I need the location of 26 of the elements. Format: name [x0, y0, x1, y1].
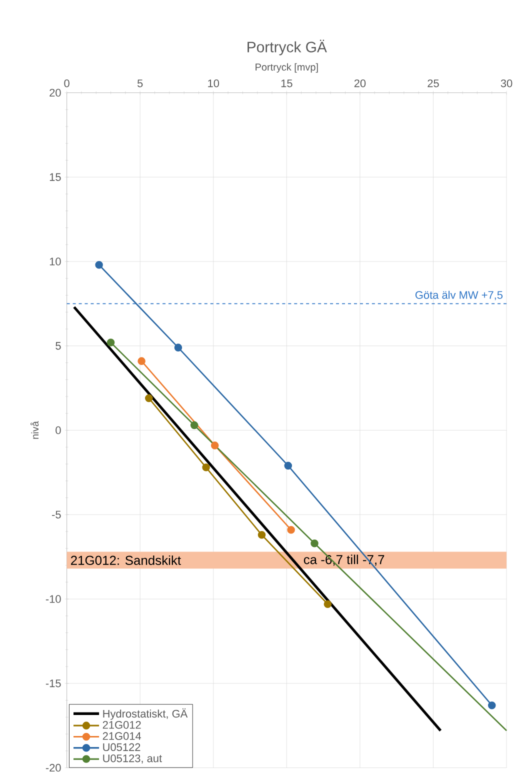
x-axis-title: Portryck [mvp] [256, 63, 318, 73]
y-tick-label: -5 [52, 510, 62, 518]
y-tick-label: 0 [56, 426, 62, 434]
legend-label: 21G012 [103, 721, 142, 729]
x-tick-label: 20 [354, 79, 366, 88]
y-tick-label: -15 [46, 680, 62, 688]
y-tick-label: 10 [50, 258, 62, 266]
ref-line-label: Göta älv MW +7,5 [416, 290, 503, 300]
y-tick-label: -20 [46, 764, 62, 772]
y-tick-label: 20 [50, 88, 62, 97]
x-tick-label: 30 [501, 79, 512, 88]
y-axis-title: nivå [30, 421, 39, 439]
x-tick-label: 15 [282, 80, 293, 88]
chart-title: Portryck GÄ [248, 40, 328, 56]
legend-label: U05123, aut [103, 754, 162, 764]
x-tick-label: 10 [208, 79, 220, 88]
y-tick-label: 5 [56, 342, 62, 350]
legend-label: Hydrostatiskt, GÄ [103, 708, 188, 720]
legend-label: 21G014 [103, 732, 142, 740]
band-label: 21G012: Sandskikt [71, 555, 182, 565]
legend-label: U05122 [103, 743, 140, 752]
x-tick-label: 5 [138, 80, 143, 88]
x-tick-label: 0 [64, 79, 70, 88]
y-tick-label: 15 [50, 173, 62, 181]
y-tick-label: -10 [46, 595, 62, 603]
x-tick-label: 25 [428, 79, 440, 88]
